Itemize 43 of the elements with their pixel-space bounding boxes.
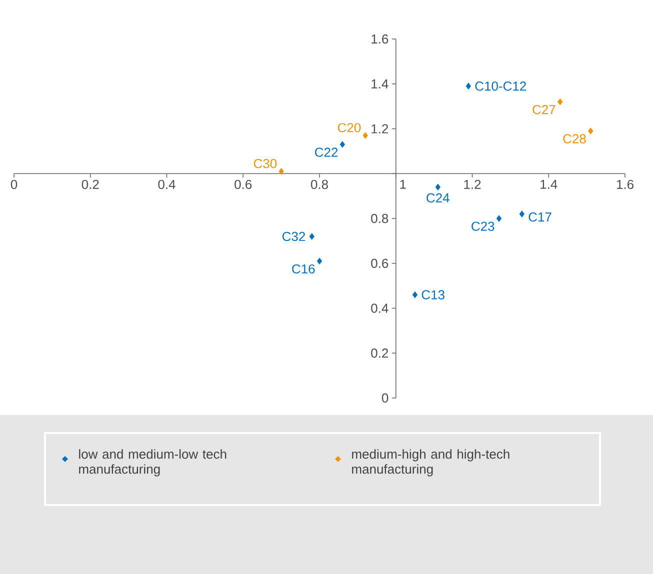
x-tick-label: 0.4 [158, 180, 176, 190]
point [519, 210, 524, 218]
x-tick-label: 0 [10, 180, 18, 190]
point [466, 82, 472, 90]
x-tick-label: 1.4 [540, 180, 558, 189]
annotation: C27 [532, 105, 556, 114]
point [412, 291, 418, 298]
annotation: C24 [426, 193, 450, 202]
point [316, 258, 322, 265]
annotation: C13 [422, 290, 444, 300]
legend-label: low and medium-low tech manufacturing [79, 449, 226, 476]
y-tick-label: 0.6 [371, 258, 388, 268]
point [557, 98, 563, 106]
annotation: C30 [254, 158, 277, 168]
x-tick-label: 1.2 [464, 180, 481, 189]
annotation: C17 [528, 212, 552, 222]
point [340, 141, 346, 148]
annotation: C22 [315, 148, 338, 157]
x-tick-label: 1.6 [616, 180, 634, 190]
point [496, 215, 502, 222]
annotation: C10-C12 [475, 82, 526, 91]
point [435, 184, 440, 190]
point [278, 168, 284, 175]
y-tick-label: 0.4 [371, 304, 388, 313]
annotation: C20 [338, 123, 361, 132]
y-tick-label: 1.6 [372, 34, 388, 44]
annotation: C23 [472, 222, 494, 231]
x-tick-label: 0.6 [234, 180, 252, 190]
annotation: C28 [563, 134, 586, 144]
x-tick-label: 0.2 [82, 180, 99, 190]
point [309, 233, 314, 240]
y-tick-label: 0 [382, 393, 388, 403]
point [588, 128, 594, 134]
annotation: C16 [292, 264, 315, 274]
legend-label: medium-high and high-tech manufacturing [352, 449, 510, 476]
y-tick-label: 0.2 [371, 348, 388, 358]
y-tick-label: 0.8 [371, 214, 388, 224]
x-tick-label: 0.8 [310, 180, 328, 190]
x-tick-label: 1 [400, 180, 406, 189]
y-tick-label: 1.2 [372, 124, 388, 134]
annotation: C32 [282, 232, 306, 242]
y-tick-label: 1.4 [372, 79, 388, 88]
point [362, 132, 368, 139]
